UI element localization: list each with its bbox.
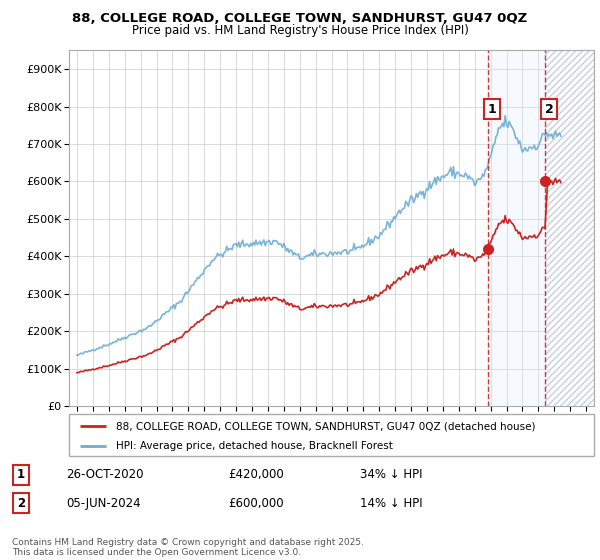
Bar [488, 50, 545, 406]
Bar [545, 50, 594, 406]
Text: 2: 2 [545, 102, 554, 115]
Text: £420,000: £420,000 [228, 468, 284, 482]
Text: 14% ↓ HPI: 14% ↓ HPI [360, 497, 422, 510]
FancyBboxPatch shape [69, 414, 594, 456]
Text: 1: 1 [487, 102, 496, 115]
Text: 26-OCT-2020: 26-OCT-2020 [66, 468, 143, 482]
Text: 1: 1 [17, 468, 25, 482]
Bar [545, 50, 594, 406]
Text: 34% ↓ HPI: 34% ↓ HPI [360, 468, 422, 482]
Text: Price paid vs. HM Land Registry's House Price Index (HPI): Price paid vs. HM Land Registry's House … [131, 24, 469, 37]
Text: 88, COLLEGE ROAD, COLLEGE TOWN, SANDHURST, GU47 0QZ (detached house): 88, COLLEGE ROAD, COLLEGE TOWN, SANDHURS… [116, 421, 536, 431]
Text: HPI: Average price, detached house, Bracknell Forest: HPI: Average price, detached house, Brac… [116, 441, 393, 451]
Text: Contains HM Land Registry data © Crown copyright and database right 2025.
This d: Contains HM Land Registry data © Crown c… [12, 538, 364, 557]
Text: 05-JUN-2024: 05-JUN-2024 [66, 497, 140, 510]
Text: 2: 2 [17, 497, 25, 510]
Text: 88, COLLEGE ROAD, COLLEGE TOWN, SANDHURST, GU47 0QZ: 88, COLLEGE ROAD, COLLEGE TOWN, SANDHURS… [73, 12, 527, 25]
Text: £600,000: £600,000 [228, 497, 284, 510]
